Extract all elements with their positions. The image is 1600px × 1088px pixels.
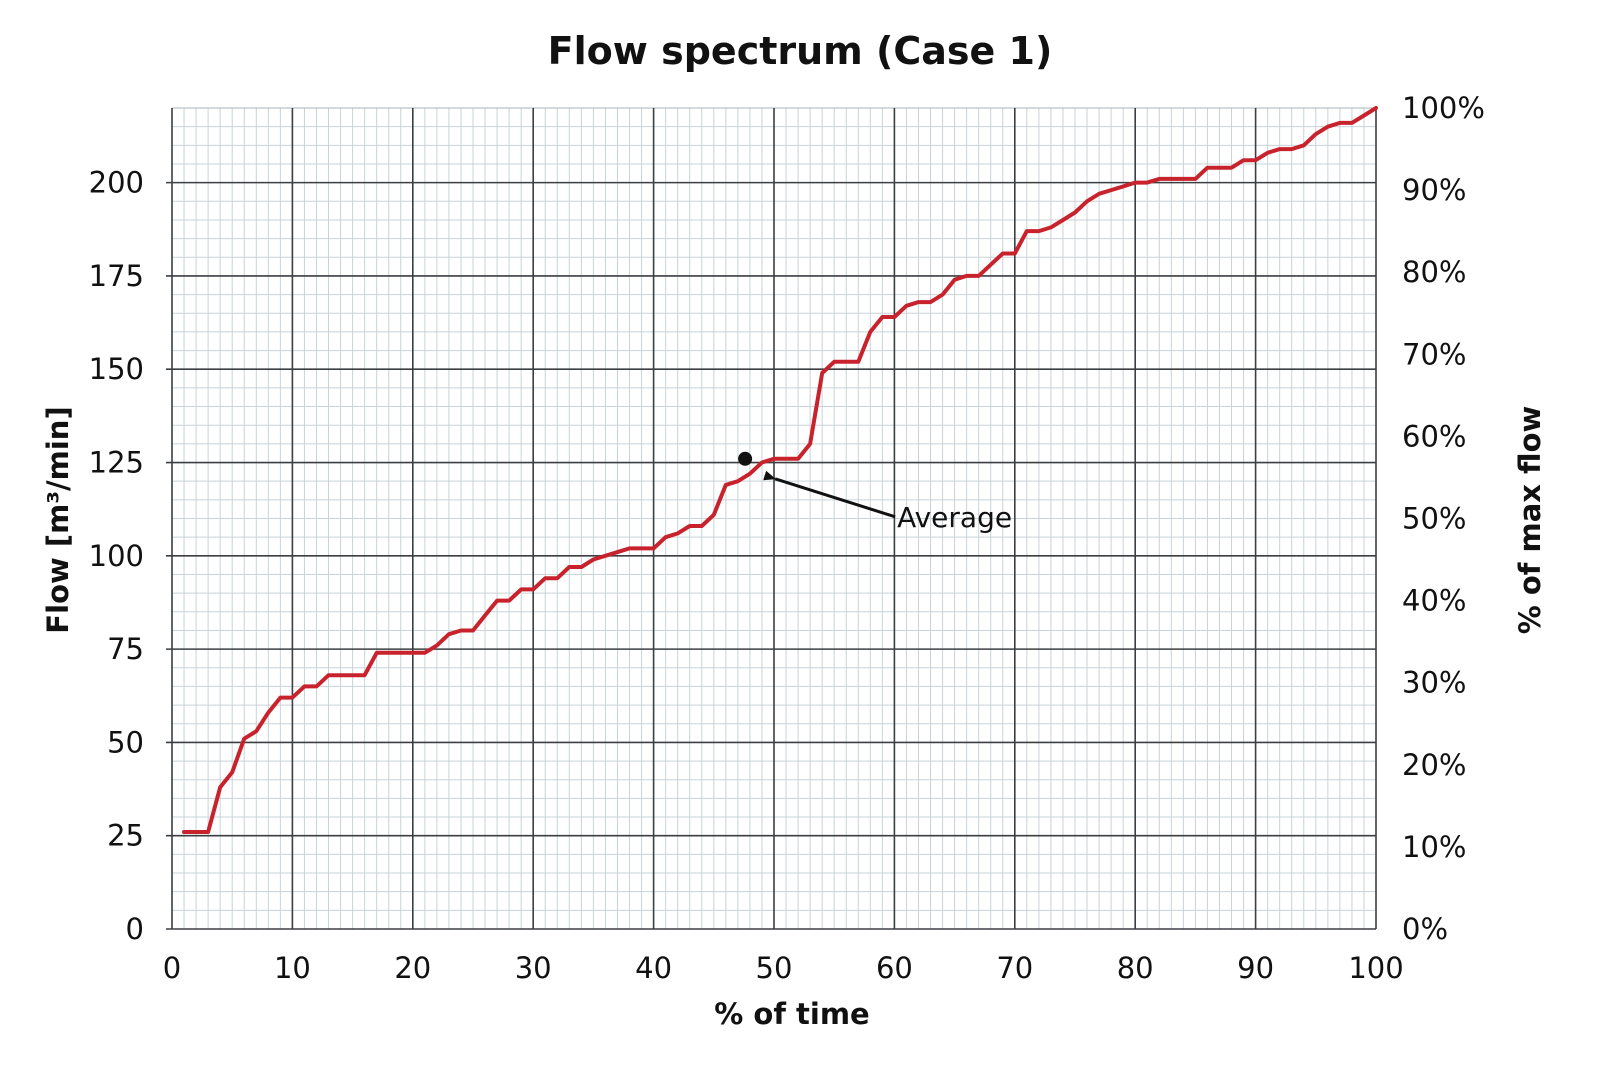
- y-axis-label: Flow [m³/min]: [41, 406, 75, 633]
- y2-tick-labels: 0% 10% 20% 30% 40% 50% 60% 70% 80% 90% 100%: [1402, 91, 1485, 946]
- x-tick-label: 70: [996, 951, 1033, 985]
- y-tick-label: 150: [89, 352, 144, 386]
- x-tick-label: 80: [1117, 951, 1154, 985]
- flow-series-line: [182, 106, 1378, 834]
- y-tick-label: 175: [89, 259, 144, 293]
- x-tick-label: 30: [515, 951, 552, 985]
- y2-axis-label: % of max flow: [1513, 406, 1547, 635]
- x-tick-label: 60: [876, 951, 913, 985]
- y-tick-labels: 0 25 50 75 100 125 150 175 200: [89, 166, 144, 946]
- y2-tick-label: 60%: [1402, 419, 1466, 453]
- x-tick-label: 20: [394, 951, 431, 985]
- x-tick-label: 100: [1348, 951, 1403, 985]
- y2-tick-label: 90%: [1402, 173, 1466, 207]
- y2-tick-label: 0%: [1402, 912, 1448, 946]
- y2-tick-label: 80%: [1402, 255, 1466, 289]
- x-tick-label: 90: [1237, 951, 1274, 985]
- average-label: Average: [897, 501, 1012, 534]
- y2-tick-label: 100%: [1402, 91, 1485, 125]
- major-grid: [166, 108, 1377, 930]
- y-tick-label: 50: [107, 725, 144, 759]
- y2-tick-label: 50%: [1402, 502, 1466, 536]
- y2-tick-label: 40%: [1402, 584, 1466, 618]
- y2-tick-label: 30%: [1402, 666, 1466, 700]
- x-tick-label: 10: [274, 951, 311, 985]
- y-tick-label: 25: [107, 819, 144, 853]
- x-tick-label: 50: [756, 951, 793, 985]
- y-tick-label: 200: [89, 166, 144, 200]
- average-point: [738, 451, 753, 466]
- y2-tick-label: 10%: [1402, 830, 1466, 864]
- y-tick-label: 75: [107, 632, 144, 666]
- x-axis-label: % of time: [714, 997, 869, 1031]
- chart-title: Flow spectrum (Case 1): [548, 29, 1053, 73]
- average-arrow: [763, 470, 896, 519]
- y-tick-label: 100: [89, 539, 144, 573]
- y-tick-label: 125: [89, 446, 144, 480]
- y2-tick-label: 70%: [1402, 337, 1466, 371]
- y2-tick-label: 20%: [1402, 748, 1466, 782]
- x-tick-label: 0: [163, 951, 181, 985]
- x-tick-label: 40: [635, 951, 672, 985]
- y-tick-label: 0: [126, 912, 144, 946]
- x-tick-labels: 0 10 20 30 40 50 60 70 80 90 100: [163, 951, 1404, 985]
